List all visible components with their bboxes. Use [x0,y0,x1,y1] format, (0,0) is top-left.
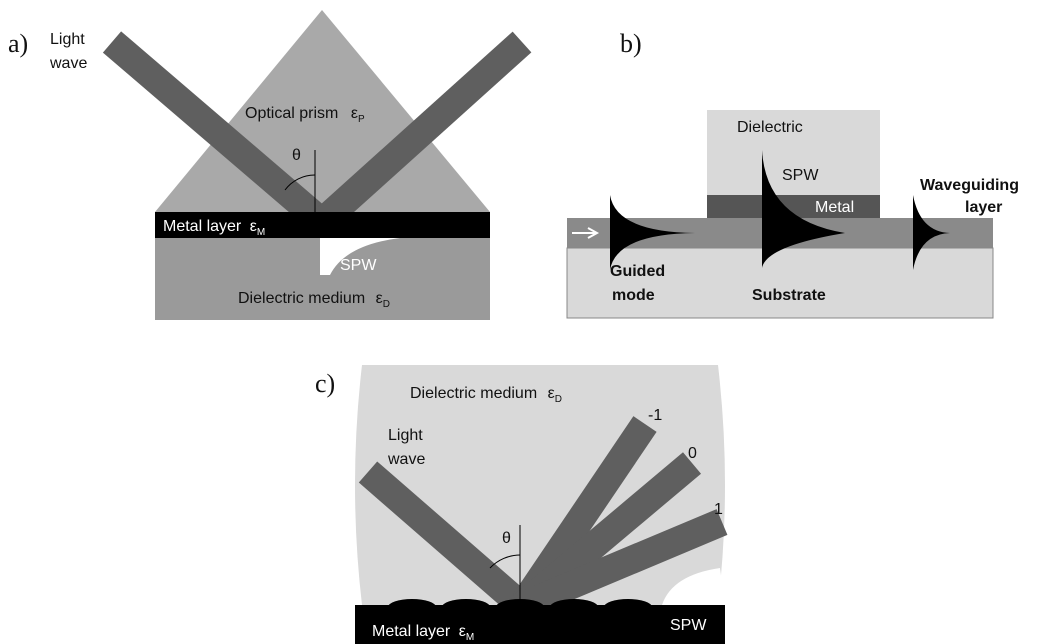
label: Light [388,427,423,444]
text: Dielectric medium [410,385,537,402]
panel-label: b) [620,29,642,58]
figure: a) Light wave Optical prism εP θ Metal l… [0,0,1059,644]
label: SPW [340,257,377,274]
label: Substrate [752,287,826,304]
label: wave [49,55,87,72]
text: Dielectric medium [238,290,365,307]
text: Metal layer [163,218,242,235]
panel-b: b) Dielectric SPW Metal Waveguiding laye… [567,29,1019,318]
subscript: P [358,114,365,125]
label: Guided [610,263,665,280]
theta: θ [292,147,301,164]
order-label: 0 [688,445,697,462]
label: Dielectric [737,119,803,136]
subscript: M [257,227,265,238]
symbol: ε [376,290,383,307]
panel-label: a) [8,29,28,58]
symbol: ε [351,105,358,122]
symbol: ε [548,385,555,402]
subscript: D [383,299,390,310]
symbol: ε [250,218,257,235]
grating-bump [388,599,436,615]
text: Optical prism [245,105,338,122]
panel-label: c) [315,369,335,398]
label: layer [965,199,1002,216]
subscript: M [466,632,474,643]
grating-bump [604,599,652,615]
label: wave [387,451,425,468]
grating-bump [550,599,598,615]
label: Light [50,31,85,48]
panel-c: c) Dielectric medium εD Light wave -1 0 … [315,365,725,644]
theta: θ [502,530,511,547]
substrate [567,248,993,318]
panel-a: a) Light wave Optical prism εP θ Metal l… [8,10,522,320]
symbol: ε [459,623,466,640]
order-label: 1 [714,501,723,518]
text: Metal layer [372,623,451,640]
subscript: D [555,394,562,405]
grating-bump [442,599,490,615]
label: Waveguiding [920,177,1019,194]
label: Metal [815,199,854,216]
order-label: -1 [648,407,662,424]
label: mode [612,287,655,304]
label: SPW [670,617,707,634]
label: SPW [782,167,819,184]
